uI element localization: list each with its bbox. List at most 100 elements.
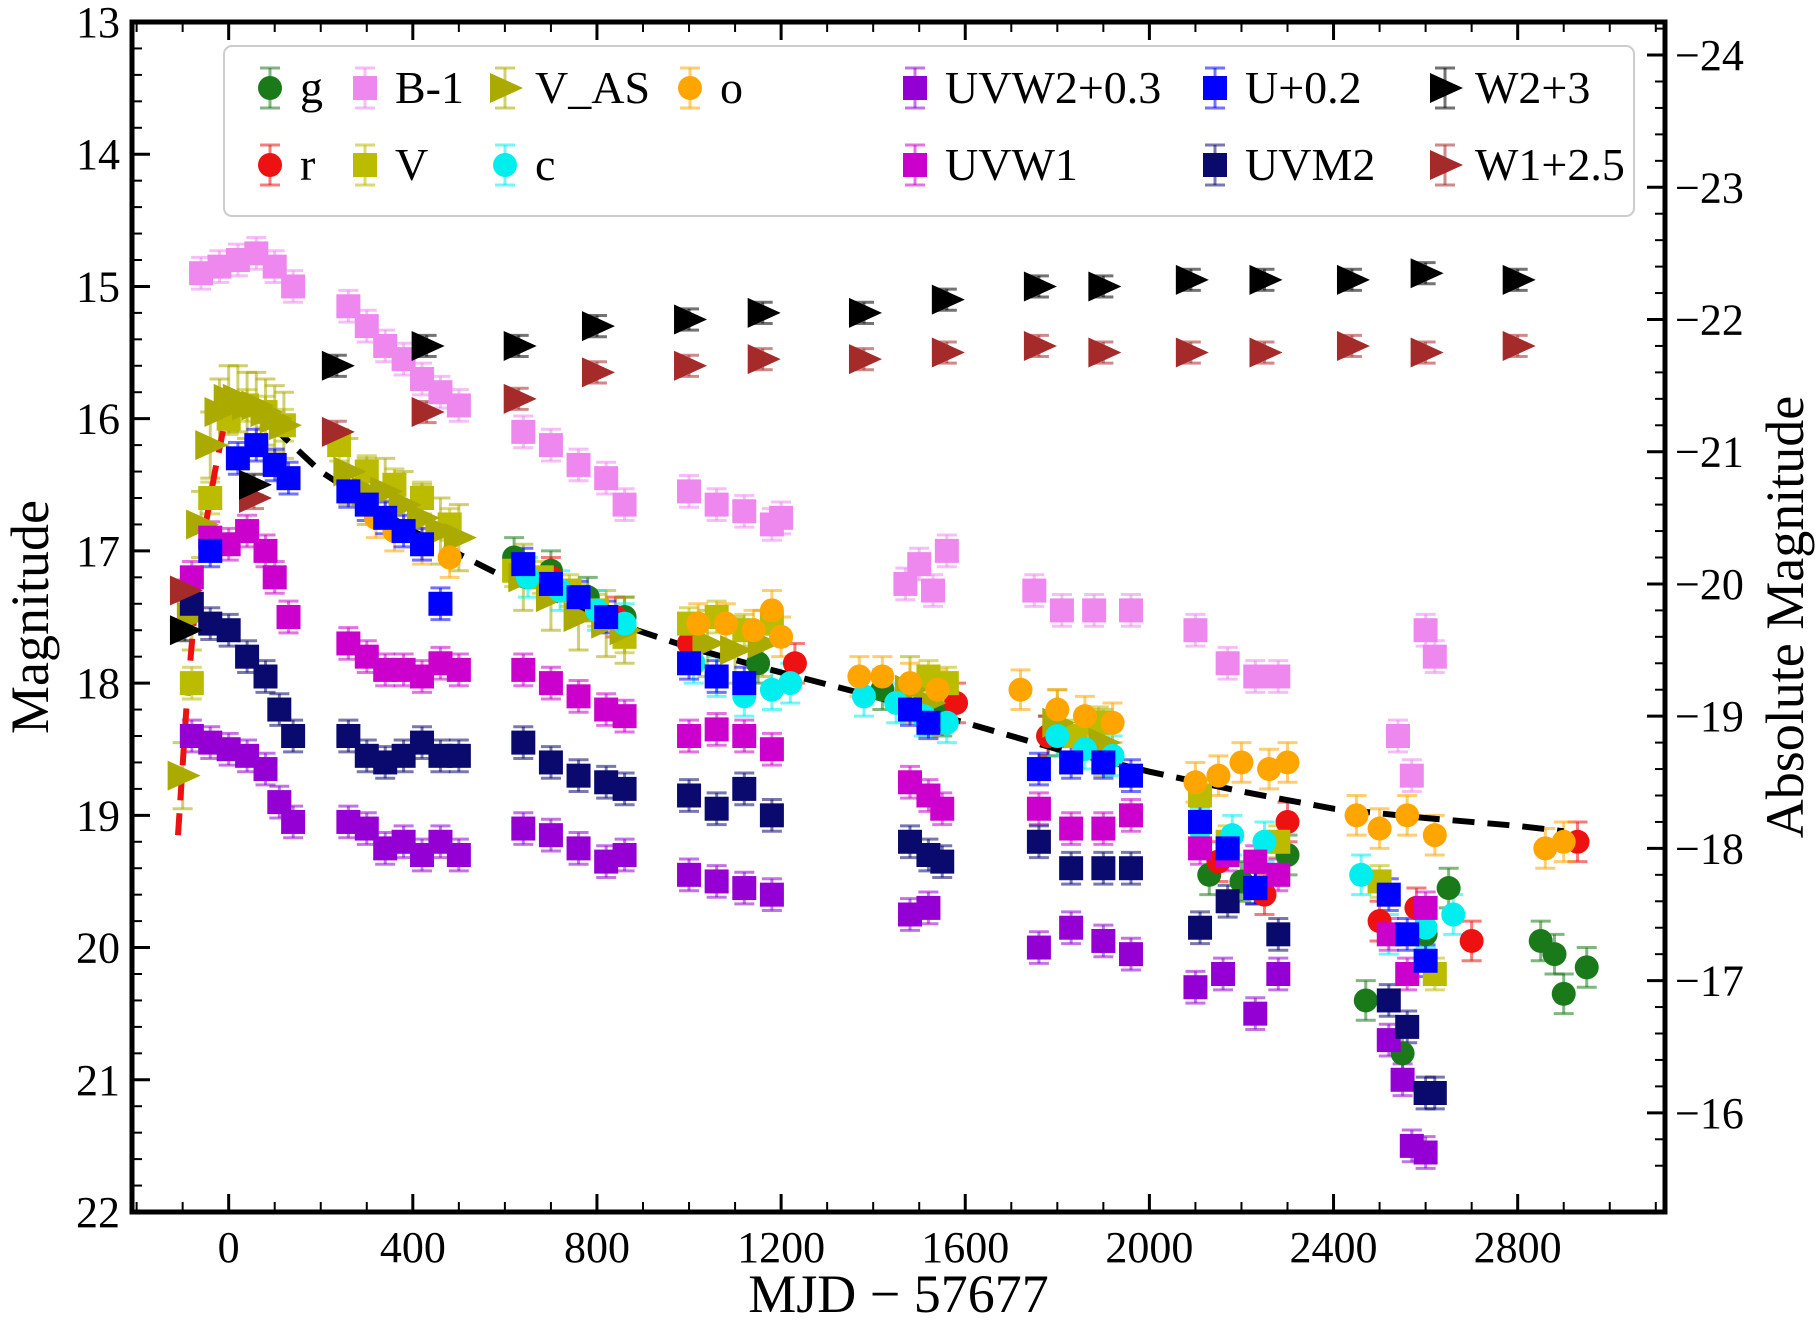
point-B-1-24 bbox=[907, 552, 932, 577]
point-W1-2-5-8 bbox=[848, 344, 882, 375]
point-W2-3-6 bbox=[674, 304, 708, 335]
y-tick-label-13: 13 bbox=[76, 0, 120, 47]
point-c-3 bbox=[612, 611, 637, 636]
point-W2-3-3 bbox=[411, 330, 445, 361]
point-UVW1-25 bbox=[930, 796, 955, 821]
point-W2-3-4 bbox=[503, 330, 537, 361]
legend-marker-10 bbox=[903, 153, 927, 177]
point-UVW1-32 bbox=[1243, 849, 1268, 874]
point-UVM2-31 bbox=[1215, 889, 1240, 914]
point-o-12 bbox=[925, 677, 950, 702]
point-B-1-14 bbox=[538, 433, 563, 458]
legend-marker-7 bbox=[258, 153, 282, 177]
point-UVW1-18 bbox=[612, 704, 637, 729]
point-g-12 bbox=[1353, 988, 1378, 1013]
point-r-3 bbox=[782, 651, 807, 676]
point-o-8 bbox=[769, 624, 794, 649]
point-W2-3-1 bbox=[238, 469, 272, 500]
point-UVM2-35 bbox=[1395, 1014, 1420, 1039]
point-V-AS-25 bbox=[720, 635, 754, 666]
y2-tick-label--16: −16 bbox=[1675, 1089, 1744, 1138]
point-W1-2-5-11 bbox=[1088, 337, 1122, 368]
point-U-0-2-27 bbox=[1376, 882, 1401, 907]
point-o-3 bbox=[437, 545, 462, 570]
legend-box bbox=[223, 45, 1635, 217]
point-UVM2-14 bbox=[511, 730, 536, 755]
point-V-AS-0 bbox=[167, 760, 201, 791]
point-UVW2-0-3-14 bbox=[511, 816, 536, 841]
point-B-1-5 bbox=[281, 274, 306, 299]
point-g-18 bbox=[1551, 981, 1576, 1006]
point-g-19 bbox=[1574, 955, 1599, 980]
legend-label-11: UVM2 bbox=[1245, 139, 1375, 190]
point-W2-3-10 bbox=[1023, 271, 1057, 302]
point-B-1-26 bbox=[934, 538, 959, 563]
point-W1-2-5-12 bbox=[1175, 337, 1209, 368]
point-UVM2-29 bbox=[1118, 856, 1143, 881]
point-UVM2-28 bbox=[1091, 856, 1116, 881]
point-W1-2-5-14 bbox=[1336, 330, 1370, 361]
point-UVW2-0-3-16 bbox=[566, 836, 591, 861]
point-UVW1-5 bbox=[262, 565, 287, 590]
point-W2-3-9 bbox=[931, 284, 965, 315]
y2-tick-label--18: −18 bbox=[1675, 824, 1744, 873]
y2-tick-label--24: −24 bbox=[1675, 31, 1744, 80]
point-UVW1-33 bbox=[1266, 862, 1291, 887]
y-axis-title: Magnitude bbox=[0, 500, 60, 734]
point-V-AS-2 bbox=[186, 509, 220, 540]
point-o-4 bbox=[686, 611, 711, 636]
legend-label-7: r bbox=[300, 139, 315, 190]
point-UVW1-30 bbox=[1188, 836, 1213, 861]
point-UVW2-0-3-13 bbox=[446, 843, 471, 867]
point-V-AS-21 bbox=[563, 602, 597, 632]
point-V-AS-3 bbox=[195, 430, 229, 461]
legend-label-8: V bbox=[395, 139, 428, 190]
y2-tick-label--17: −17 bbox=[1675, 957, 1744, 1006]
point-W2-3-11 bbox=[1088, 271, 1122, 302]
legend-label-0: g bbox=[300, 62, 323, 113]
point-o-25 bbox=[1422, 823, 1447, 848]
x-tick-label-400: 400 bbox=[380, 1223, 446, 1272]
point-UVM2-27 bbox=[1059, 856, 1084, 881]
point-o-18 bbox=[1206, 763, 1231, 788]
x-tick-label-2400: 2400 bbox=[1290, 1223, 1378, 1272]
point-V-AS-18 bbox=[443, 522, 477, 553]
point-UVM2-6 bbox=[281, 724, 306, 748]
point-c-18 bbox=[1252, 829, 1277, 854]
point-o-22 bbox=[1344, 803, 1369, 828]
point-UVW1-36 bbox=[1413, 895, 1438, 920]
point-r-4 bbox=[944, 690, 969, 715]
point-B-1-19 bbox=[704, 492, 729, 517]
point-U-0-2-28 bbox=[1395, 922, 1420, 947]
point-UVW1-4 bbox=[253, 538, 278, 563]
y2-tick-label--22: −22 bbox=[1675, 296, 1744, 345]
point-o-9 bbox=[847, 664, 872, 689]
point-g-15 bbox=[1436, 876, 1461, 901]
point-UVM2-20 bbox=[704, 796, 729, 821]
point-UVW2-0-3-19 bbox=[677, 862, 702, 887]
point-B-1-37 bbox=[1413, 618, 1438, 643]
right-y-axis-title: Absolute Magnitude bbox=[1755, 396, 1815, 838]
point-V-AS-12 bbox=[333, 456, 367, 487]
point-B-1-38 bbox=[1422, 644, 1447, 669]
point-UVM2-37 bbox=[1422, 1081, 1447, 1105]
point-B-1-28 bbox=[1049, 598, 1074, 623]
point-UVW1-13 bbox=[446, 657, 471, 682]
point-U-0-2-6 bbox=[354, 492, 379, 517]
point-UVM2-30 bbox=[1188, 915, 1213, 940]
legend-marker-4 bbox=[903, 76, 927, 100]
point-o-21 bbox=[1275, 750, 1300, 775]
point-W2-3-16 bbox=[1502, 264, 1536, 295]
point-UVW1-29 bbox=[1118, 803, 1143, 828]
point-UVW1-6 bbox=[276, 605, 301, 629]
legend-label-2: V_AS bbox=[535, 62, 650, 113]
x-tick-label-2800: 2800 bbox=[1474, 1223, 1562, 1272]
point-U-0-2-14 bbox=[594, 605, 619, 629]
point-UVW2-0-3-25 bbox=[1026, 935, 1051, 960]
point-V-AS-4 bbox=[204, 397, 238, 428]
point-U-0-2-16 bbox=[704, 664, 729, 689]
point-UVW1-15 bbox=[538, 671, 563, 696]
point-UVW2-0-3-34 bbox=[1390, 1067, 1415, 1092]
point-U-0-2-0 bbox=[198, 538, 223, 563]
